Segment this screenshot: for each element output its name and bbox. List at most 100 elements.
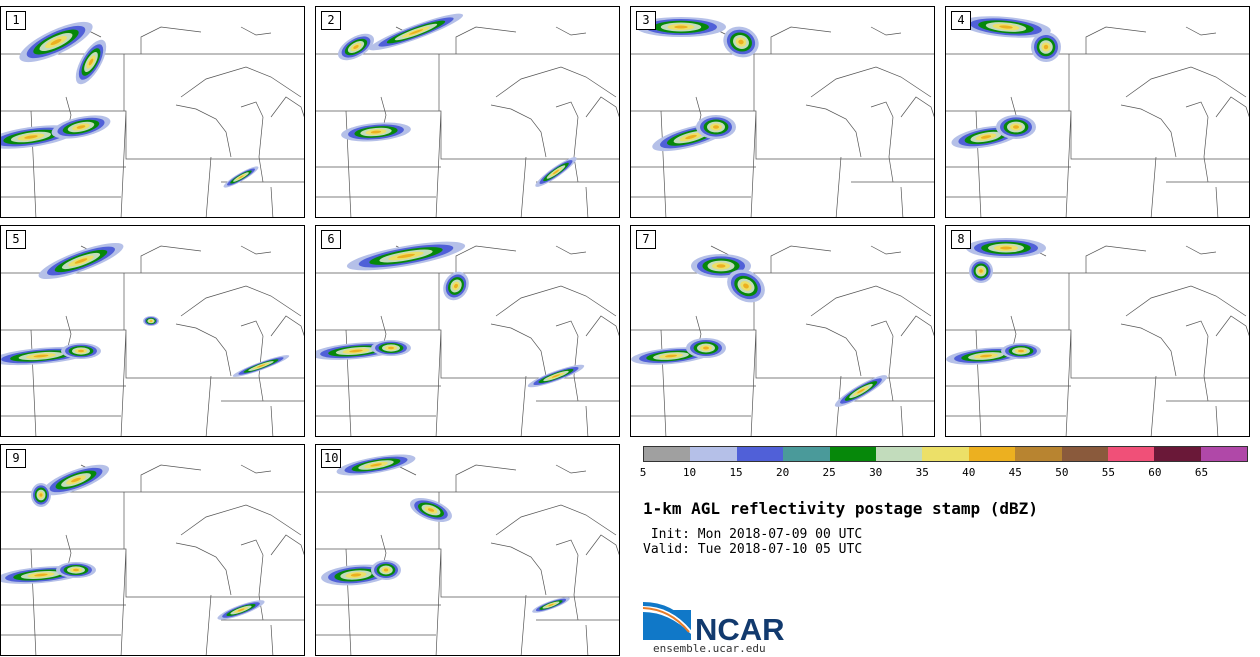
colorbar-tick: 55 bbox=[1101, 466, 1115, 479]
panel-number-label: 4 bbox=[951, 11, 971, 30]
colorbar-tick: 35 bbox=[915, 466, 929, 479]
colorbar-swatch bbox=[875, 447, 923, 461]
colorbar-tick: 45 bbox=[1008, 466, 1022, 479]
storm-cell bbox=[217, 600, 265, 620]
storm-cell bbox=[443, 271, 469, 301]
colorbar-tick: 5 bbox=[639, 466, 647, 479]
ncar-logo-text: NCAR bbox=[695, 612, 785, 644]
panel-number-label: 6 bbox=[321, 230, 341, 249]
state-boundaries bbox=[316, 26, 619, 217]
colorbar-tick: 40 bbox=[962, 466, 976, 479]
panel-map bbox=[1, 242, 304, 436]
forecast-panel: 9 bbox=[0, 444, 305, 656]
colorbar-tick-labels: 5 10 15 20 25 30 35 40 45 50 55 60 65 bbox=[639, 466, 1248, 480]
storm-cell bbox=[1, 125, 76, 149]
storm-cell bbox=[966, 238, 1046, 258]
storm-cell bbox=[834, 375, 888, 407]
panel-map bbox=[1, 464, 304, 655]
storm-cell bbox=[75, 39, 107, 85]
colorbar-swatch bbox=[736, 447, 784, 461]
panel-number-label: 5 bbox=[6, 230, 26, 249]
colorbar-swatch bbox=[1200, 447, 1248, 461]
storm-cell bbox=[410, 497, 452, 523]
storm-cell bbox=[31, 483, 51, 507]
storm-cell bbox=[1031, 32, 1061, 62]
storm-cell bbox=[961, 16, 1051, 38]
colorbar-tick: 20 bbox=[775, 466, 790, 479]
colorbar-tick: 65 bbox=[1194, 466, 1209, 479]
state-boundaries bbox=[631, 26, 934, 217]
storm-cell bbox=[535, 157, 577, 187]
ncar-logo: NCAR bbox=[642, 600, 793, 647]
storm-cell bbox=[686, 338, 726, 358]
state-boundaries bbox=[946, 26, 1249, 217]
panel-map bbox=[946, 238, 1249, 436]
colorbar-tick: 60 bbox=[1148, 466, 1162, 479]
storm-cell bbox=[696, 115, 736, 139]
state-boundaries bbox=[631, 245, 934, 436]
storm-cell bbox=[371, 340, 411, 356]
colorbar-swatch bbox=[922, 447, 969, 461]
storm-cell bbox=[42, 464, 110, 496]
forecast-panel: 5 bbox=[0, 225, 305, 437]
storm-cell bbox=[532, 597, 570, 613]
colorbar-swatch bbox=[1154, 447, 1201, 461]
colorbar-tick: 50 bbox=[1055, 466, 1069, 479]
storm-cell bbox=[19, 21, 93, 63]
storm-cell bbox=[61, 343, 101, 359]
panel-number-label: 10 bbox=[321, 449, 342, 468]
storm-cell bbox=[232, 355, 290, 377]
state-boundaries bbox=[316, 464, 619, 655]
forecast-panel: 6 bbox=[315, 225, 620, 437]
storm-cell bbox=[341, 122, 411, 142]
storm-cell bbox=[51, 115, 111, 139]
reflectivity-colorbar bbox=[643, 446, 1248, 462]
state-boundaries bbox=[946, 245, 1249, 436]
panel-map bbox=[316, 13, 619, 217]
storm-cell bbox=[631, 347, 711, 365]
forecast-panel: 8 bbox=[945, 225, 1250, 437]
colorbar-swatch bbox=[968, 447, 1016, 461]
colorbar-swatch bbox=[783, 447, 830, 461]
figure-title: 1-km AGL reflectivity postage stamp (dBZ… bbox=[643, 499, 1038, 518]
storm-cell bbox=[38, 242, 124, 280]
storm-cell bbox=[1, 346, 91, 366]
init-time: Init: Mon 2018-07-09 00 UTC bbox=[643, 527, 863, 542]
state-boundaries bbox=[1, 245, 304, 436]
storm-cell bbox=[951, 125, 1021, 149]
storm-cell bbox=[969, 259, 993, 283]
storm-cell bbox=[636, 17, 726, 37]
storm-cell bbox=[996, 115, 1036, 139]
panel-number-label: 9 bbox=[6, 449, 26, 468]
valid-time: Valid: Tue 2018-07-10 05 UTC bbox=[643, 542, 863, 557]
colorbar-tick: 25 bbox=[822, 466, 836, 479]
colorbar-swatch bbox=[829, 447, 876, 461]
state-boundaries bbox=[1, 464, 304, 655]
forecast-panel: 4 bbox=[945, 6, 1250, 218]
forecast-panel: 2 bbox=[315, 6, 620, 218]
panel-number-label: 8 bbox=[951, 230, 971, 249]
panel-map bbox=[316, 241, 619, 436]
storm-cell bbox=[346, 241, 466, 271]
ncar-logo-graphic: NCAR bbox=[642, 602, 785, 647]
panel-number-label: 1 bbox=[6, 11, 26, 30]
colorbar-swatch bbox=[644, 447, 691, 461]
forecast-panel: 3 bbox=[630, 6, 935, 218]
panel-number-label: 3 bbox=[636, 11, 656, 30]
storm-cell bbox=[371, 560, 401, 580]
storm-cell bbox=[56, 562, 96, 578]
colorbar-tick: 15 bbox=[729, 466, 743, 479]
panel-map bbox=[316, 454, 619, 655]
colorbar-swatch bbox=[1015, 447, 1062, 461]
colorbar-tick: 30 bbox=[869, 466, 883, 479]
storm-cell bbox=[727, 269, 765, 303]
colorbar-swatch bbox=[1107, 447, 1155, 461]
panel-number-label: 2 bbox=[321, 11, 341, 30]
storm-cell bbox=[336, 454, 416, 476]
panel-number-label: 7 bbox=[636, 230, 656, 249]
storm-cell bbox=[321, 564, 391, 586]
colorbar-swatch bbox=[690, 447, 737, 461]
colorbar-swatch bbox=[1061, 447, 1108, 461]
storm-cell bbox=[337, 33, 375, 61]
storm-cell bbox=[368, 13, 464, 51]
